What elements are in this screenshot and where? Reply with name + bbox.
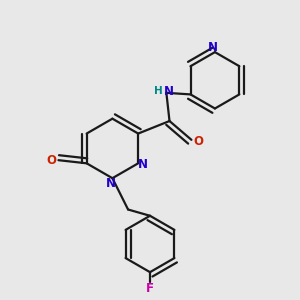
Text: O: O xyxy=(193,135,203,148)
Text: F: F xyxy=(146,282,154,295)
Text: N: N xyxy=(106,177,116,190)
Text: N: N xyxy=(138,158,148,171)
Text: O: O xyxy=(46,154,57,167)
Text: N: N xyxy=(208,40,218,54)
Text: N: N xyxy=(164,85,174,98)
Text: H: H xyxy=(154,86,163,96)
